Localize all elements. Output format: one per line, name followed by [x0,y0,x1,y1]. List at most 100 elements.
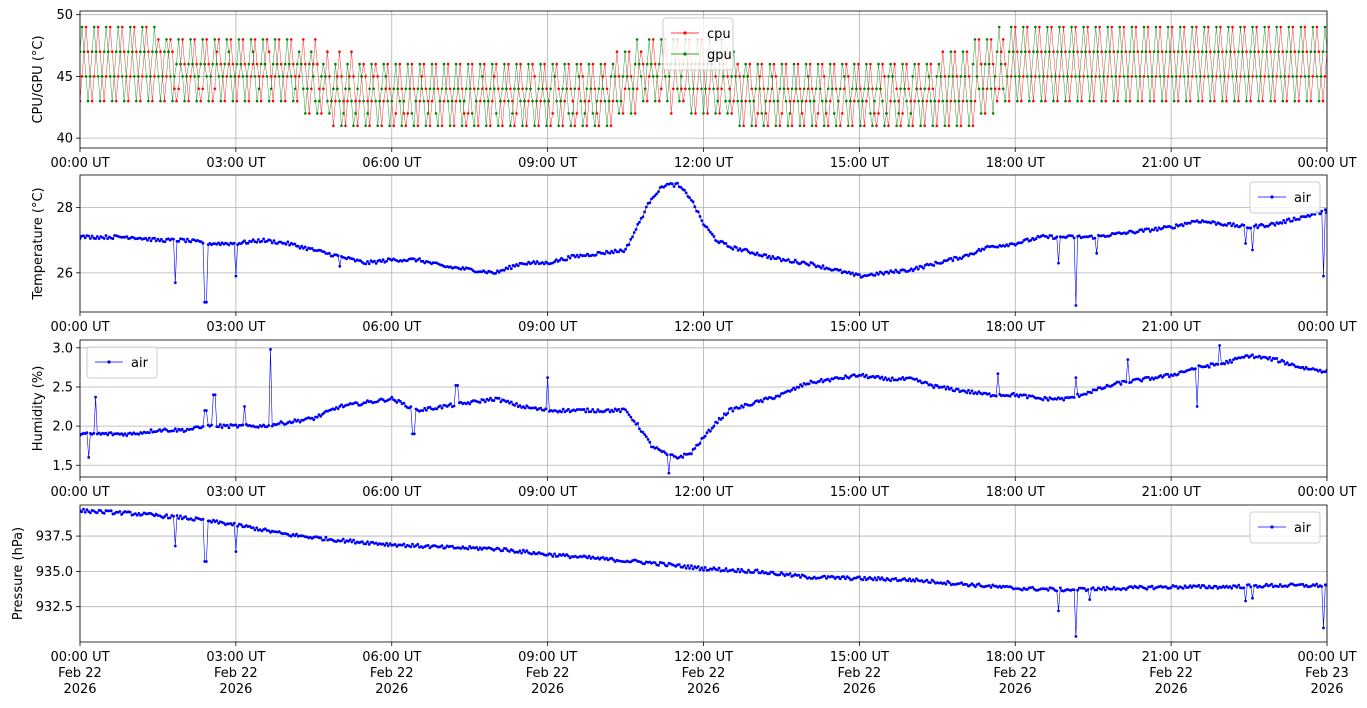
data-point [778,573,782,577]
data-point [974,585,977,589]
data-point [667,471,671,475]
data-point [808,62,812,66]
data-point [792,260,795,264]
data-point [173,281,177,284]
data-point [425,408,428,412]
data-point [1166,75,1170,78]
data-point [509,87,512,91]
data-point [610,249,614,253]
data-point [436,124,440,128]
data-point [826,87,830,91]
data-point [404,124,408,128]
data-point [1235,585,1239,589]
data-point [963,75,967,78]
data-point [516,264,520,268]
data-point [180,427,184,431]
data-point [506,399,510,403]
x-tick-label: 03:00 UT [206,485,265,500]
data-point [295,99,299,103]
data-point [319,536,323,540]
legend-label-air: air [131,356,149,371]
data-point [367,543,371,546]
data-point [503,62,506,66]
data-point [1094,25,1097,29]
data-point [943,75,947,78]
data-point [664,184,667,188]
data-point [177,87,180,91]
data-point [108,75,112,78]
data-point [1003,244,1007,248]
data-point [96,25,100,29]
data-point [1154,226,1157,230]
data-point [843,75,846,78]
data-point [223,62,227,66]
data-point [847,75,850,78]
data-point [344,124,347,128]
y-tick-label: 40 [56,132,73,147]
data-point [1072,236,1076,240]
data-point [965,99,969,103]
data-point [955,124,959,128]
x-tick-date-label: Feb 22 [214,666,258,681]
data-point [953,50,957,53]
data-point [1311,75,1315,78]
x-tick-date-label: Feb 22 [838,666,882,681]
data-point [193,75,196,78]
data-point [1100,588,1104,591]
data-point [1292,216,1296,220]
data-point [1103,588,1107,592]
data-point [907,124,910,128]
data-point [409,405,413,408]
data-point [897,271,901,275]
data-point [1199,586,1202,589]
data-point [587,62,591,66]
data-point [122,50,126,53]
data-point [1026,237,1029,241]
data-point [947,124,951,128]
data-point [911,269,915,273]
data-point [265,75,269,78]
data-point [448,87,452,91]
data-point [511,112,514,115]
data-point [953,99,957,103]
data-point [551,112,554,115]
data-point [360,75,363,78]
data-point [1321,50,1325,53]
data-point [1225,359,1228,363]
data-point [116,25,120,29]
data-point [709,230,712,234]
data-point [448,124,452,128]
data-point [322,87,325,91]
data-point [1074,376,1078,379]
data-point [367,262,371,266]
data-point [426,544,430,547]
data-point [1282,219,1286,222]
plot-area [80,344,1327,475]
data-point [195,99,198,103]
data-point [497,87,500,91]
x-tick-date-label: Feb 22 [1149,666,1193,681]
data-point [348,75,351,78]
data-point [847,376,851,380]
data-point [217,241,221,245]
data-point [421,259,425,263]
data-point [641,215,645,219]
data-point [192,518,196,522]
data-point [153,236,156,240]
data-point [1255,75,1258,78]
data-point [643,87,647,91]
x-tick-label: 18:00 UT [986,320,1045,335]
data-point [255,240,259,244]
data-point [145,25,148,29]
data-point [139,50,142,53]
data-point [787,258,790,261]
data-point [679,186,683,189]
data-point [967,75,971,78]
data-point [483,99,486,103]
data-point [571,99,575,103]
data-point [1136,230,1140,234]
data-point [306,87,309,91]
data-point [223,99,227,103]
data-point [887,271,891,275]
data-point [909,267,913,271]
